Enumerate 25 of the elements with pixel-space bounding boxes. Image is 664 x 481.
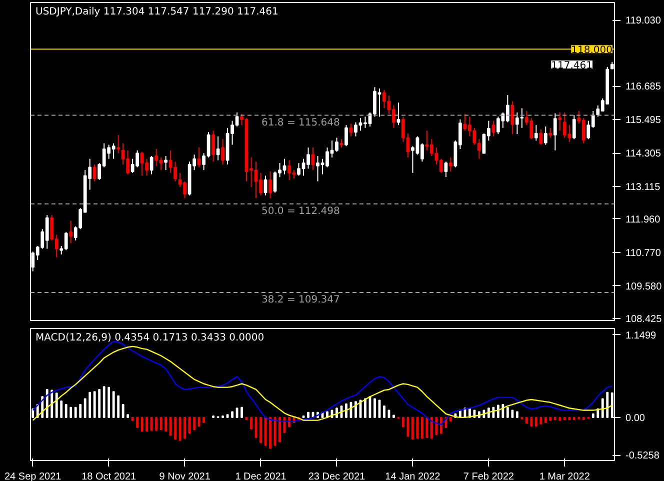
y-tick-label: 114.305 <box>626 148 662 160</box>
ref-line-label: 38.2 = 109.347 <box>262 294 340 306</box>
chart-title: USDJPY,Daily 117.304 117.547 117.290 117.461 <box>36 6 278 18</box>
x-tick-label: 7 Feb 2022 <box>463 472 514 481</box>
y-tick-label: -0.5258 <box>626 450 660 462</box>
x-tick-label: 1 Mar 2022 <box>539 472 590 481</box>
y-tick-label: 111.960 <box>626 214 661 226</box>
y-tick-label: 115.495 <box>626 115 662 126</box>
x-tick-label: 18 Oct 2021 <box>82 472 137 481</box>
y-tick-label: 109.580 <box>626 281 662 292</box>
x-tick-label: 23 Dec 2021 <box>308 472 366 481</box>
y-tick-label: 119.030 <box>626 16 662 27</box>
y-tick-label: 0.00 <box>626 412 646 424</box>
x-tick-label: 1 Dec 2021 <box>235 472 287 481</box>
y-tick-label: 110.770 <box>626 248 662 259</box>
text: MACD(12,26,9) 0.4354 0.1713 0.3433 0.0000 <box>36 332 264 344</box>
x-tick-label: 9 Nov 2021 <box>159 472 211 481</box>
ref-line-label: 50.0 = 112.498 <box>262 206 340 217</box>
y-tick-label: 116.685 <box>626 82 662 93</box>
annotation: 117.461 <box>551 60 593 72</box>
ref-line-label: 61.8 = 115.648 <box>262 117 340 128</box>
y-tick-label: 113.115 <box>626 182 661 194</box>
x-tick-label: 14 Jan 2022 <box>385 472 441 481</box>
y-tick-label: 1.1499 <box>626 330 657 342</box>
y-tick-label: 108.425 <box>626 314 662 325</box>
